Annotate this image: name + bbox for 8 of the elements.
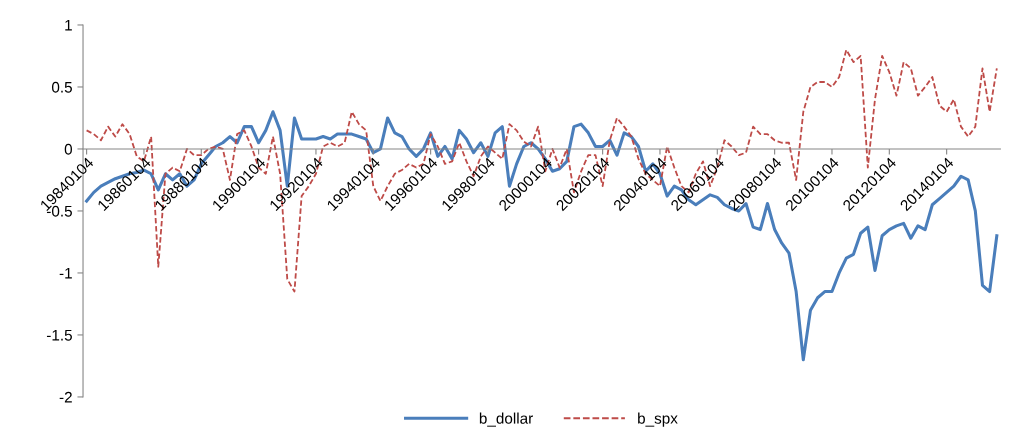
y-tick-label: -2 <box>59 391 72 403</box>
y-tick-label: 0 <box>64 143 73 155</box>
y-tick-label: -1 <box>59 267 72 279</box>
legend-label: b_spx <box>638 412 678 427</box>
y-tick-label: 1 <box>65 20 72 31</box>
legend-label: b_dollar <box>479 412 533 427</box>
y-tick-label: -1.5 <box>46 329 72 341</box>
y-tick-label: 0.5 <box>51 81 72 93</box>
